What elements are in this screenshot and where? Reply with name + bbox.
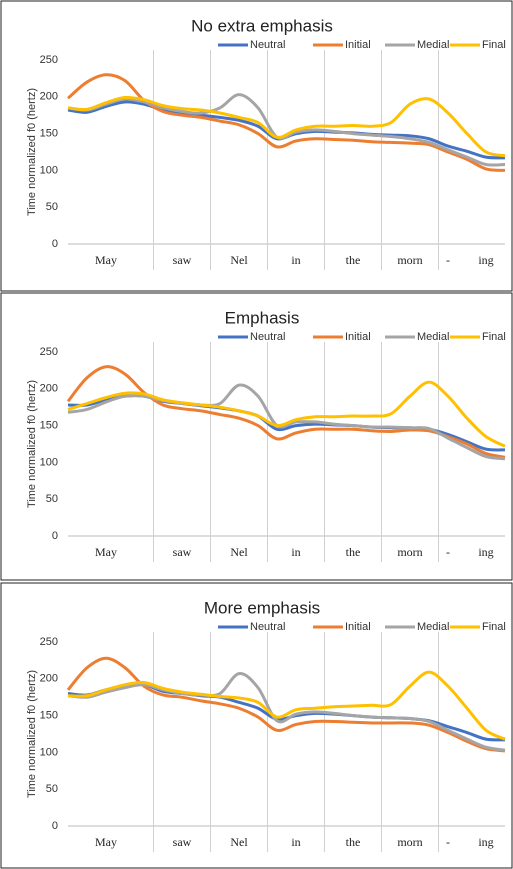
y-axis-label: Time normalized f0 (hertz) bbox=[26, 670, 38, 798]
series-line bbox=[67, 383, 506, 461]
x-tick-label: the bbox=[346, 253, 361, 267]
legend-label: Initial bbox=[345, 39, 371, 51]
x-tick-label: - bbox=[446, 545, 450, 559]
series-line bbox=[66, 365, 506, 459]
series-line bbox=[66, 656, 506, 753]
x-tick-label: ing bbox=[478, 835, 493, 849]
legend-label: Neutral bbox=[250, 39, 285, 51]
y-tick-label: 150 bbox=[40, 710, 58, 722]
legend-label: Medial bbox=[417, 331, 449, 343]
x-tick-label: in bbox=[291, 835, 300, 849]
x-tick-label: morn bbox=[397, 545, 422, 559]
x-tick-label: saw bbox=[173, 253, 192, 267]
series-line bbox=[67, 682, 506, 742]
panel-border bbox=[0, 292, 513, 581]
y-tick-label: 200 bbox=[40, 383, 58, 395]
x-tick-label: ing bbox=[478, 545, 493, 559]
legend-label: Final bbox=[482, 39, 506, 51]
x-tick-label: the bbox=[346, 545, 361, 559]
legend-label: Neutral bbox=[250, 331, 285, 343]
y-tick-label: 200 bbox=[40, 91, 58, 103]
panel-border bbox=[0, 0, 513, 292]
x-tick-label: May bbox=[95, 835, 117, 849]
y-tick-label: 50 bbox=[46, 201, 58, 213]
x-tick-label: in bbox=[291, 253, 300, 267]
y-tick-label: 100 bbox=[40, 456, 58, 468]
y-tick-label: 100 bbox=[40, 746, 58, 758]
series-line bbox=[67, 670, 506, 741]
y-tick-label: 250 bbox=[40, 636, 58, 648]
series-line bbox=[67, 380, 506, 448]
chart-title: More emphasis bbox=[204, 598, 320, 617]
chart-title: No extra emphasis bbox=[191, 16, 333, 35]
x-tick-label: the bbox=[346, 835, 361, 849]
x-tick-label: May bbox=[95, 545, 117, 559]
y-tick-label: 250 bbox=[40, 346, 58, 358]
x-tick-label: saw bbox=[173, 835, 192, 849]
series-line bbox=[67, 93, 506, 167]
x-tick-label: Nel bbox=[230, 545, 248, 559]
y-tick-label: 200 bbox=[40, 673, 58, 685]
y-tick-label: 50 bbox=[46, 783, 58, 795]
legend-label: Medial bbox=[417, 621, 449, 633]
y-tick-label: 0 bbox=[52, 820, 58, 832]
y-tick-label: 0 bbox=[52, 238, 58, 250]
y-tick-label: 100 bbox=[40, 164, 58, 176]
panel-border bbox=[0, 582, 513, 869]
series-line bbox=[67, 672, 506, 752]
chart-panel: Emphasis Time normalized f0 (hertz) 0 50 100… bbox=[26, 308, 506, 562]
y-tick-label: 50 bbox=[46, 493, 58, 505]
legend-label: Final bbox=[482, 621, 506, 633]
x-tick-label: ing bbox=[478, 253, 493, 267]
x-tick-label: morn bbox=[397, 253, 422, 267]
x-tick-label: Nel bbox=[230, 835, 248, 849]
legend-label: Initial bbox=[345, 331, 371, 343]
y-tick-label: 150 bbox=[40, 128, 58, 140]
y-tick-label: 0 bbox=[52, 530, 58, 542]
series-line bbox=[67, 95, 506, 158]
x-tick-label: in bbox=[291, 545, 300, 559]
x-tick-label: Nel bbox=[230, 253, 248, 267]
series-line bbox=[67, 73, 506, 172]
legend-label: Medial bbox=[417, 39, 449, 51]
y-tick-label: 250 bbox=[40, 54, 58, 66]
x-tick-label: morn bbox=[397, 835, 422, 849]
x-tick-label: May bbox=[95, 253, 117, 267]
x-tick-label: - bbox=[446, 253, 450, 267]
y-axis-label: Time normalized f0 (hertz) bbox=[26, 380, 38, 508]
chart-panel: More emphasis Time normalized f0 (hertz) 0… bbox=[26, 598, 506, 852]
y-tick-label: 150 bbox=[40, 420, 58, 432]
chart-title: Emphasis bbox=[225, 308, 300, 327]
y-axis-label: Time normalized f0 (hertz) bbox=[26, 88, 38, 216]
legend-label: Initial bbox=[345, 621, 371, 633]
x-tick-label: - bbox=[446, 835, 450, 849]
legend-label: Neutral bbox=[250, 621, 285, 633]
legend-label: Final bbox=[482, 331, 506, 343]
x-tick-label: saw bbox=[173, 545, 192, 559]
chart-panel: No extra emphasis Time normalized f0 (her… bbox=[26, 16, 506, 270]
